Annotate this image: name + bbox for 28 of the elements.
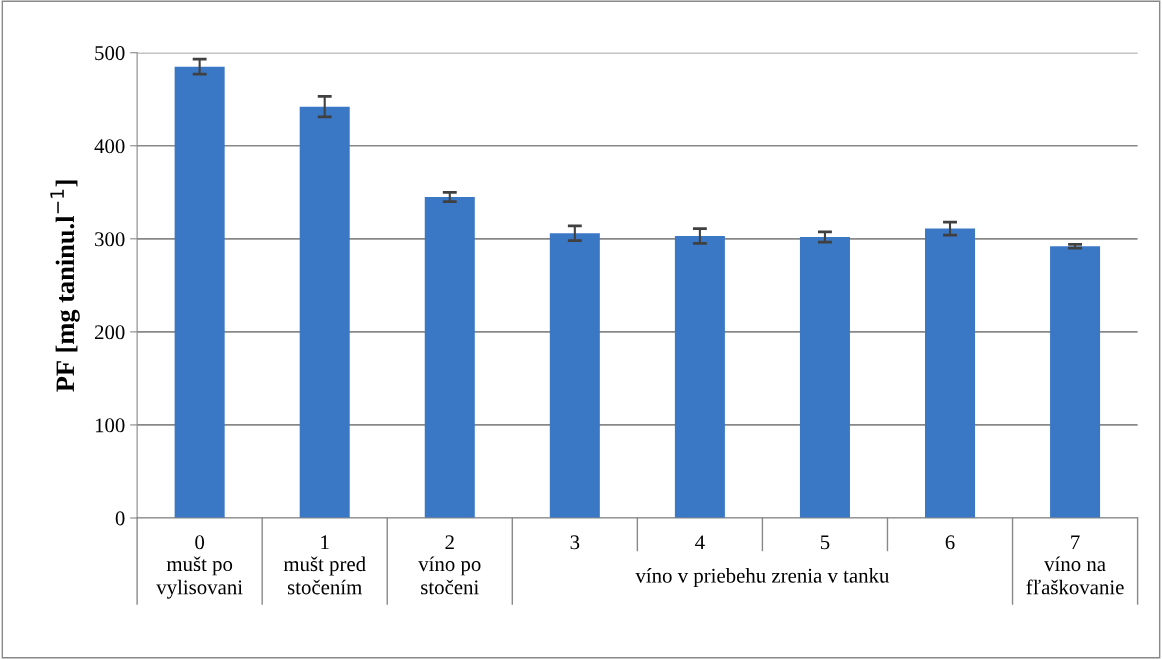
y-tick-label: 500 [95,46,125,61]
y-tick-label: 100 [95,418,125,433]
bar [549,233,600,518]
x-tick-label: 1 [321,535,329,550]
x-tick-label: 6 [945,535,955,550]
text: víno v priebehu zrenia v tanku [635,568,890,587]
bar [299,106,350,518]
y-tick-label: 300 [95,232,125,247]
x-tick-label: 4 [695,535,705,550]
y-tick-label: 200 [94,325,125,340]
bar [1050,246,1101,518]
x-tick-label: 7 [1071,535,1080,550]
text: víno na fľaškovanie [1026,556,1124,595]
y-tick-label: 0 [115,511,125,526]
text: mušt pred stočením [283,556,366,595]
x-tick-label: 0 [195,535,205,550]
bar [424,196,475,518]
x-tick-label: 3 [570,535,580,550]
bar [674,236,725,518]
x-tick-label: 2 [445,535,454,550]
y-axis-title: PF [mg taninu.l$^{−1}$] [50,180,80,392]
x-tick-label: 5 [820,535,830,550]
y-tick-label: 400 [94,139,125,154]
text: mušt po vylisovani [156,556,243,599]
bar [925,228,976,518]
text: víno po stočeni [418,556,481,595]
bar [174,66,225,518]
bar [799,236,850,518]
